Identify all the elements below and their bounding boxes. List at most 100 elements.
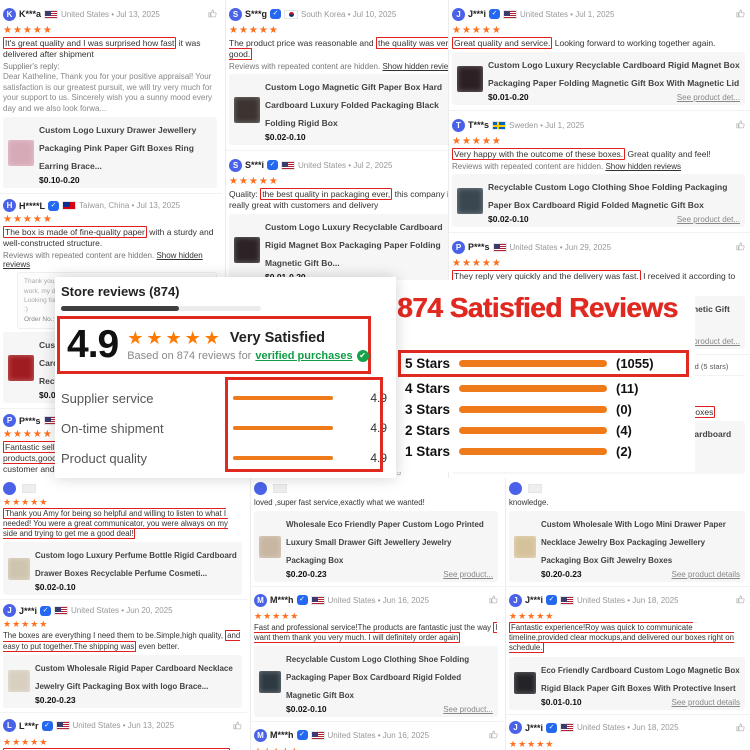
see-product-details-link[interactable]: See product det... (676, 93, 740, 103)
see-product-details-link[interactable]: See product det... (676, 215, 740, 225)
reviewer-name: P***s (468, 242, 490, 253)
review-card: T T***s ✓ Sweden • Jul 1, 2025 ★★★★★ Ver… (449, 111, 750, 234)
product-row[interactable]: Custom Logo Luxury Recyclable Cardboard … (229, 214, 462, 286)
scrollbar-track (61, 306, 261, 311)
star-rating: ★★★★★ (3, 497, 49, 507)
verified-badge-icon: ✓ (41, 720, 53, 731)
helpful-thumb-icon[interactable] (233, 717, 242, 735)
review-header: S S***i ✓ United States • Jul 2, 2025 (229, 156, 462, 174)
star-rating: ★★★★★ (3, 736, 49, 747)
product-title: Recyclable Custom Logo Clothing Shoe Fol… (488, 182, 728, 211)
helpful-thumb-icon[interactable] (736, 238, 745, 256)
product-price: $0.02-0.10 (265, 132, 306, 143)
avatar: H (3, 199, 16, 213)
overall-score: 4.9 (67, 323, 119, 367)
country-flag-icon (310, 595, 325, 605)
see-product-details-link[interactable]: See product details (671, 697, 741, 707)
review-header: J J***i ✓ United States • Jun 18, 2025 (509, 719, 745, 737)
show-hidden-reviews-link[interactable]: Show hidden reviews (3, 251, 203, 270)
review-header: J J***i ✓ United States • Jun 20, 2025 (3, 604, 242, 618)
reviewer-name: L***r (19, 720, 39, 731)
based-on-prefix: Based on 874 reviews for (127, 349, 252, 362)
product-row[interactable]: Custom Logo Luxury Recyclable Cardboard … (452, 52, 745, 106)
review-header: K K***a ✓ United States • Jul 13, 2025 (3, 5, 217, 23)
product-row[interactable]: Wholesale Eco Friendly Paper Custom Logo… (254, 511, 498, 583)
distribution-bar (459, 426, 607, 434)
distribution-bar (459, 447, 607, 455)
product-price: $0.02-0.10 (488, 214, 529, 225)
product-title: Wholesale Eco Friendly Paper Custom Logo… (286, 520, 484, 566)
based-on-line: Based on 874 reviews for verified purcha… (127, 349, 369, 362)
product-thumbnail (457, 65, 483, 92)
see-product-details-link[interactable]: See product det... (676, 337, 740, 347)
country-flag-icon (55, 721, 70, 731)
review-card: L L***r ✓ United States • Jun 13, 2025 ★… (0, 713, 247, 750)
review-text: Boxes are of good quality and as describ… (3, 747, 242, 750)
distribution-label: 2 Stars (405, 422, 451, 438)
see-product-details-link[interactable]: See product details (671, 570, 741, 580)
helpful-thumb-icon[interactable] (736, 5, 745, 23)
show-hidden-reviews-link[interactable]: Show hidden reviews (382, 62, 459, 72)
reviewer-name: J***i (525, 595, 544, 606)
product-row[interactable]: Custom logo Luxury Perfume Bottle Rigid … (3, 542, 242, 596)
hidden-note-text: Reviews with repeated content are hidden… (452, 162, 606, 172)
product-title: Recyclable Custom Logo Clothing Shoe Fol… (286, 655, 470, 701)
review-text: Great quality and service. Looking forwa… (452, 37, 716, 49)
reviewer-name: K***a (19, 9, 42, 19)
product-row[interactable]: Custom Logo Luxury Drawer Jewellery Pack… (3, 117, 217, 189)
verified-purchases-link[interactable]: verified purchases (255, 349, 353, 362)
product-row[interactable]: Recyclable Custom Logo Clothing Shoe Fol… (254, 646, 498, 718)
product-row[interactable]: Recyclable Custom Logo Clothing Shoe Fol… (452, 174, 745, 228)
star-rating: ★★★★★ (452, 258, 502, 270)
product-thumbnail (234, 236, 260, 263)
see-product-details-link[interactable]: See product... (443, 570, 493, 580)
see-product-details-link[interactable]: See product... (443, 705, 493, 715)
product-title: Custom Logo Luxury Recyclable Cardboard … (265, 222, 443, 269)
avatar (509, 482, 522, 495)
star-rating: ★★★★★ (3, 429, 53, 441)
product-row[interactable]: Custom Wholesale Rigid Paper Cardboard N… (3, 654, 242, 708)
helpful-thumb-icon[interactable] (208, 5, 217, 23)
helpful-thumb-icon[interactable] (736, 116, 745, 134)
hidden-note-text: Reviews with repeated content are hidden… (229, 62, 383, 72)
hidden-reviews-note: Reviews with repeated content are hidden… (452, 162, 745, 171)
review-card: ✓ ★★★★★ Thank you Amy for being so helpf… (0, 478, 247, 601)
product-thumbnail (259, 670, 281, 693)
avatar: T (452, 118, 465, 132)
product-row[interactable]: Custom Wholesale With Logo Mini Drawer P… (509, 511, 745, 583)
show-hidden-reviews-link[interactable]: Show hidden reviews (605, 162, 682, 172)
verified-badge-icon: ✓ (546, 595, 558, 606)
product-price: $0.10-0.20 (39, 175, 80, 186)
helpful-thumb-icon[interactable] (489, 726, 498, 744)
country-flag-icon (492, 120, 507, 130)
review-meta: United States • Jun 16, 2025 (327, 595, 430, 605)
product-row[interactable]: Custom Logo Magnetic Gift Paper Box Hard… (229, 74, 462, 146)
helpful-thumb-icon[interactable] (736, 719, 745, 737)
product-price: $0.02-0.10 (35, 582, 76, 593)
helpful-thumb-icon[interactable] (736, 591, 745, 609)
country-flag-icon (492, 242, 507, 252)
product-price: $0.20-0.23 (35, 694, 76, 705)
verified-badge-icon: ✓ (40, 605, 52, 616)
review-text: loved ,super fast service,exactly what w… (254, 498, 425, 507)
star-rating: ★★★★★ (254, 611, 300, 622)
product-row[interactable]: Eco Friendly Cardboard Custom Logo Magne… (509, 656, 745, 710)
scrollbar-thumb[interactable] (61, 306, 179, 311)
star-rating: ★★★★★ (3, 619, 49, 630)
reviewer-name: S***g (245, 9, 268, 19)
hidden-reviews-note: Reviews with repeated content are hidden… (229, 62, 462, 71)
product-thumbnail (234, 96, 260, 123)
product-title: Eco Friendly Cardboard Custom Logo Magne… (541, 665, 740, 693)
distribution-count: (4) (616, 422, 632, 438)
review-meta: United States • Jul 2, 2025 (298, 160, 393, 170)
distribution-row-2: 2 Stars (4) (398, 420, 689, 440)
country-flag-icon (528, 484, 542, 493)
review-header: J J***i ✓ United States • Jul 1, 2025 (452, 5, 745, 23)
product-thumbnail (457, 187, 483, 214)
distribution-label: 5 Stars (405, 356, 451, 371)
distribution-bar (459, 384, 607, 392)
star-rating: ★★★★★ (452, 136, 502, 148)
metric-bar (233, 456, 333, 460)
helpful-thumb-icon[interactable] (489, 591, 498, 609)
distribution-row-1: 1 Stars (2) (398, 441, 689, 461)
